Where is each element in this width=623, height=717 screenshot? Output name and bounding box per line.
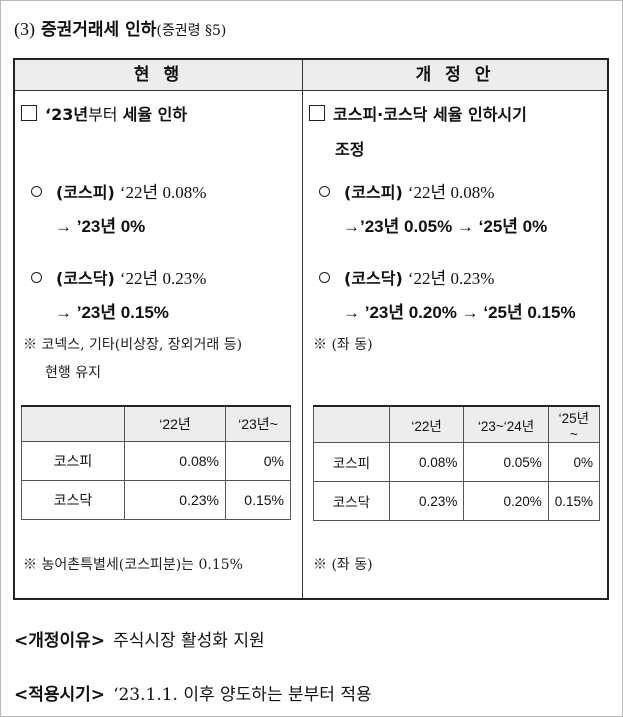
table-header-cell: ‘25년~ (547, 405, 601, 443)
checkbox-square-icon (309, 105, 325, 121)
table-cell: 코스피 (313, 442, 390, 482)
current-kospi-to: → ’23년 0% (55, 217, 146, 236)
table-cell: 0% (225, 441, 291, 481)
current-note-line2: 현행 유지 (45, 365, 101, 381)
section-heading: (3) 증권거래세 인하(증권령 §5) (14, 15, 226, 40)
current-header: 현 행 (15, 60, 302, 91)
reason-text: 주식시장 활성화 지원 (113, 631, 265, 651)
proposed-header: 개 정 안 (303, 60, 607, 91)
bullet-circle-icon (31, 272, 42, 283)
apply-text: ‘23.1.1. 이후 양도하는 분부터 적용 (113, 685, 372, 705)
proposed-rate-table: ‘22년 ‘23~‘24년 ‘25년~ 코스피 0.08% 0.05% 0% 코… (313, 405, 601, 521)
table-cell: 코스피 (21, 441, 125, 481)
table-row: 코스피 0.08% 0% (21, 441, 291, 481)
table-cell: 0.08% (124, 441, 226, 481)
table-row: 코스닥 0.23% 0.20% 0.15% (313, 481, 601, 521)
table-header-cell (313, 405, 390, 443)
current-kosdaq-to-line: → ’23년 0.15% (55, 298, 169, 323)
bullet-circle-icon (319, 186, 330, 197)
section-title: 증권거래세 인하 (41, 20, 157, 40)
reason-line: <개정이유> 주식시장 활성화 지원 (14, 626, 265, 651)
current-summary: ‘23년부터 세율 인하 (21, 101, 187, 125)
table-cell: 0.15% (225, 480, 291, 520)
proposed-kosdaq-label: (코스닥) (344, 269, 403, 288)
table-cell: 0.15% (547, 481, 601, 521)
proposed-kospi-to: →’23년 0.05% → ‘25년 0% (343, 217, 548, 236)
table-cell: 코스닥 (313, 481, 390, 521)
current-rate-table: ‘22년 ‘23년~ 코스피 0.08% 0% 코스닥 0.23% 0.15% (21, 405, 291, 520)
apply-line: <적용시기> ‘23.1.1. 이후 양도하는 분부터 적용 (14, 680, 372, 705)
apply-tag: <적용시기> (14, 685, 106, 705)
bullet-circle-icon (319, 272, 330, 283)
table-header-cell (21, 405, 125, 442)
proposed-kospi-from: ‘22년 0.08% (407, 183, 495, 202)
bullet-circle-icon (31, 186, 42, 197)
proposed-kospi-line: (코스피) ‘22년 0.08% (319, 178, 494, 203)
proposed-kospi-to-line: →’23년 0.05% → ‘25년 0% (343, 212, 547, 237)
table-cell: 0.08% (388, 442, 465, 482)
current-kosdaq-from: ‘22년 0.23% (119, 269, 207, 288)
current-kospi-to-line: → ’23년 0% (55, 212, 145, 237)
table-header-row: ‘22년 ‘23~‘24년 ‘25년~ (313, 405, 601, 443)
column-divider (302, 60, 303, 598)
current-kosdaq-to: → ’23년 0.15% (55, 303, 169, 322)
table-cell: 0.20% (463, 481, 549, 521)
current-summary-text1: 부터 (88, 105, 118, 124)
proposed-kosdaq-to: → ’23년 0.20% → ‘25년 0.15% (343, 303, 576, 322)
proposed-summary: 코스피·코스닥 세율 인하시기 (309, 101, 527, 125)
table-cell: 0.23% (388, 481, 465, 521)
table-header-cell: ‘23년~ (225, 405, 291, 442)
table-header-row: ‘22년 ‘23년~ (21, 405, 291, 442)
proposed-kosdaq-to-line: → ’23년 0.20% → ‘25년 0.15% (343, 298, 576, 323)
table-row: 코스피 0.08% 0.05% 0% (313, 442, 601, 482)
table-cell: 코스닥 (21, 480, 125, 520)
section-reference: (증권령 §5) (156, 23, 227, 39)
table-cell: 0.23% (124, 480, 226, 520)
reason-tag: <개정이유> (14, 631, 106, 651)
proposed-summary-line1: 코스피·코스닥 세율 인하시기 (333, 105, 527, 124)
current-kosdaq-line: (코스닥) ‘22년 0.23% (31, 264, 206, 289)
table-row: 코스닥 0.23% 0.15% (21, 480, 291, 520)
proposed-note: ※ (좌 동) (313, 337, 373, 353)
current-summary-text2: 세율 인하 (122, 105, 188, 124)
proposed-summary-line2: 조정 (335, 140, 365, 159)
table-header-cell: ‘23~‘24년 (463, 405, 549, 443)
current-kospi-from: ‘22년 0.08% (119, 183, 207, 202)
proposed-kosdaq-line: (코스닥) ‘22년 0.23% (319, 264, 494, 289)
proposed-kospi-label: (코스피) (344, 183, 403, 202)
table-header-cell: ‘22년 (124, 405, 226, 442)
table-cell: 0% (547, 442, 601, 482)
checkbox-square-icon (21, 105, 37, 121)
proposed-footnote: ※ (좌 동) (313, 557, 373, 573)
current-note-line1: ※ 코넥스, 기타(비상장, 장외거래 등) (23, 337, 243, 353)
current-kospi-label: (코스피) (56, 183, 115, 202)
section-number: (3) (14, 19, 35, 39)
table-cell: 0.05% (463, 442, 549, 482)
current-footnote: ※ 농어촌특별세(코스피분)는 0.15% (23, 557, 243, 573)
current-kospi-line: (코스피) ‘22년 0.08% (31, 178, 206, 203)
proposed-kosdaq-from: ‘22년 0.23% (407, 269, 495, 288)
comparison-table: 현 행 개 정 안 ‘23년부터 세율 인하 (코스피) ‘22년 0.08% … (13, 58, 609, 600)
table-header-cell: ‘22년 (388, 405, 465, 443)
current-kosdaq-label: (코스닥) (56, 269, 115, 288)
current-summary-year: ‘23년 (45, 105, 89, 124)
